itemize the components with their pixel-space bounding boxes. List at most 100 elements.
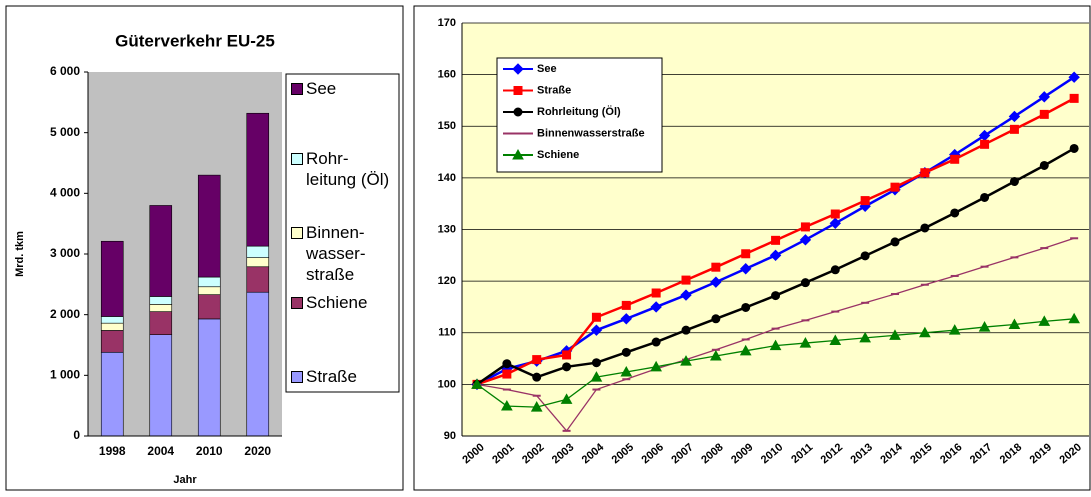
legend-label: Schiene: [537, 149, 579, 161]
legend-entry: Binnen-wasser-straße: [291, 222, 396, 285]
x-tick-label: 2004: [147, 444, 174, 458]
bar-segment: [149, 334, 173, 437]
marker: [799, 337, 812, 348]
legend-box: [285, 73, 400, 393]
legend-label: Binnenwasserstraße: [537, 127, 645, 139]
y-tick-label: 130: [438, 223, 456, 235]
marker: [771, 235, 781, 245]
bar-segment: [197, 318, 221, 437]
marker: [590, 371, 603, 382]
legend-box: [496, 57, 663, 173]
marker: [621, 347, 631, 357]
y-tick-label: 140: [438, 172, 456, 184]
bar-segment: [197, 174, 221, 278]
bar-segment: [246, 257, 270, 268]
bar-segment: [100, 316, 124, 324]
marker: [860, 196, 870, 206]
bar-segment: [197, 286, 221, 295]
marker: [530, 401, 543, 412]
y-tick-label: 6 000: [50, 64, 80, 78]
legend-marker: [513, 86, 523, 95]
marker: [1039, 109, 1049, 119]
legend-label: Straße: [306, 367, 358, 386]
marker: [980, 139, 990, 149]
legend-label: Straße: [537, 84, 571, 96]
marker: [771, 291, 781, 301]
marker: [769, 249, 782, 262]
y-axis-label: Mrd. tkm: [14, 231, 26, 277]
marker: [889, 329, 901, 340]
marker: [711, 314, 721, 324]
x-tick-label: 1998: [99, 444, 126, 458]
bar-segment: [100, 322, 124, 331]
marker: [680, 355, 692, 366]
marker: [860, 251, 870, 261]
y-tick-label: 5 000: [50, 125, 80, 139]
marker: [1008, 318, 1021, 329]
marker: [1038, 315, 1051, 326]
marker: [950, 154, 960, 164]
chart-title: Güterverkehr EU-25: [115, 31, 275, 50]
marker: [532, 355, 542, 365]
marker: [740, 263, 752, 275]
legend-swatch: [291, 153, 303, 165]
y-tick-label: 170: [438, 17, 456, 29]
marker: [650, 301, 662, 313]
y-tick-label: 0: [73, 428, 80, 442]
legend-label: Binnen-wasser-straße: [306, 223, 366, 284]
marker: [978, 321, 991, 332]
y-tick-label: 2 000: [50, 307, 80, 321]
marker: [560, 393, 573, 404]
legend-marker: [512, 63, 524, 75]
bar-segment: [246, 266, 270, 293]
bar-segment: [149, 311, 173, 335]
marker: [650, 360, 662, 372]
marker: [741, 249, 751, 259]
marker: [471, 378, 483, 389]
x-tick-label: 2020: [244, 444, 271, 458]
marker: [830, 265, 840, 275]
marker: [890, 237, 900, 247]
marker: [741, 302, 751, 312]
marker: [920, 223, 930, 233]
marker: [980, 192, 990, 202]
marker: [800, 222, 810, 232]
legend-swatch: [291, 83, 303, 95]
marker: [1008, 110, 1021, 123]
legend-label: Rohr-leitung (Öl): [306, 149, 390, 189]
marker: [651, 288, 661, 298]
marker: [799, 234, 812, 246]
bar-segment: [246, 112, 270, 247]
marker: [1009, 124, 1019, 134]
marker: [711, 262, 721, 272]
marker: [1068, 312, 1080, 324]
bar-segment: [197, 276, 221, 288]
y-tick-label: 90: [444, 430, 456, 442]
y-tick-label: 150: [438, 120, 456, 132]
marker: [1009, 176, 1019, 186]
marker: [919, 326, 931, 338]
marker: [739, 344, 752, 356]
y-tick-label: 3 000: [50, 246, 80, 260]
marker: [1039, 160, 1049, 170]
legend-swatch: [291, 371, 303, 383]
bar-segment: [246, 245, 270, 258]
marker: [680, 289, 692, 301]
marker: [651, 337, 661, 347]
marker: [590, 324, 603, 336]
marker: [710, 276, 722, 288]
marker: [830, 209, 840, 219]
legend-swatch: [291, 297, 303, 309]
legend-entry: Straße: [291, 366, 396, 387]
marker: [948, 324, 961, 335]
bar-segment: [100, 240, 124, 317]
y-tick-label: 1 000: [50, 368, 80, 382]
marker: [501, 400, 513, 411]
bar-segment: [100, 351, 124, 437]
marker: [681, 275, 691, 285]
marker: [620, 313, 632, 325]
bar-segment: [100, 330, 124, 353]
marker: [1068, 71, 1080, 83]
